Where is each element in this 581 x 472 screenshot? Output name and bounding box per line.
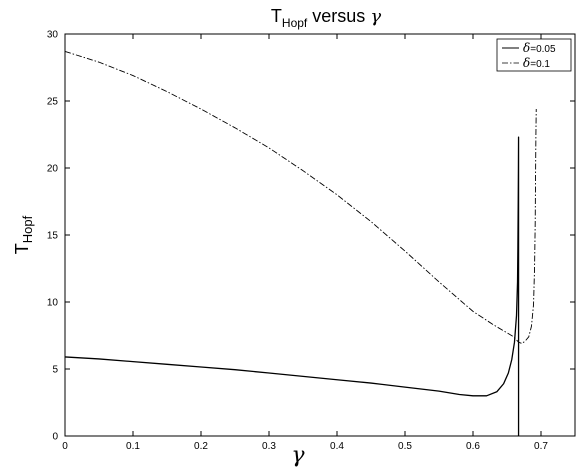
legend-label-delta-0-05: δ=0.05: [523, 41, 556, 55]
y-tick-label: 25: [47, 97, 59, 108]
y-label-main: T: [12, 243, 32, 254]
x-tick-label: 0: [62, 441, 68, 452]
title-main: T: [271, 6, 282, 26]
x-tick-label: 0.7: [534, 441, 548, 452]
series-layer: [64, 50, 537, 436]
legend-box: [496, 38, 572, 72]
y-tick-label: 0: [52, 432, 58, 443]
series-line-delta-0-05: [64, 136, 520, 436]
title-subscript: Hopf: [282, 16, 308, 30]
chart-title: THopf versus γ: [271, 6, 381, 30]
legend: δ=0.05 δ=0.1: [496, 38, 572, 72]
x-tick-label: 0.6: [466, 441, 480, 452]
axis-ticks: 0 0.1 0.2 0.3 0.4 0.5 0.6 0.7 0 5 10 15 20 25 30: [47, 30, 575, 452]
title-symbol: γ: [370, 6, 381, 27]
x-tick-label: 0.5: [398, 441, 412, 452]
title-middle: versus: [307, 6, 370, 26]
x-tick-label: 0.3: [262, 441, 276, 452]
series-line-delta-0-1: [64, 50, 537, 344]
legend-label-delta-0-1: δ=0.1: [523, 56, 550, 70]
x-tick-label: 0.2: [194, 441, 208, 452]
x-tick-label: 0.1: [126, 441, 140, 452]
legend-symbol-delta-0-05: δ: [523, 41, 530, 55]
legend-symbol-delta-0-1: δ: [523, 56, 530, 70]
legend-rest-delta-0-1: =0.1: [530, 59, 550, 70]
legend-rest-delta-0-05: =0.05: [530, 44, 556, 55]
plot-area: [64, 33, 576, 437]
y-tick-label: 10: [47, 298, 59, 309]
y-tick-label: 20: [47, 164, 59, 175]
x-axis-label: γ: [291, 443, 305, 468]
y-tick-label: 5: [52, 365, 58, 376]
y-label-subscript: Hopf: [20, 215, 35, 243]
y-tick-label: 30: [47, 30, 59, 41]
x-tick-label: 0.4: [330, 441, 344, 452]
y-axis-label: THopf: [12, 215, 35, 254]
y-tick-label: 15: [47, 231, 59, 242]
